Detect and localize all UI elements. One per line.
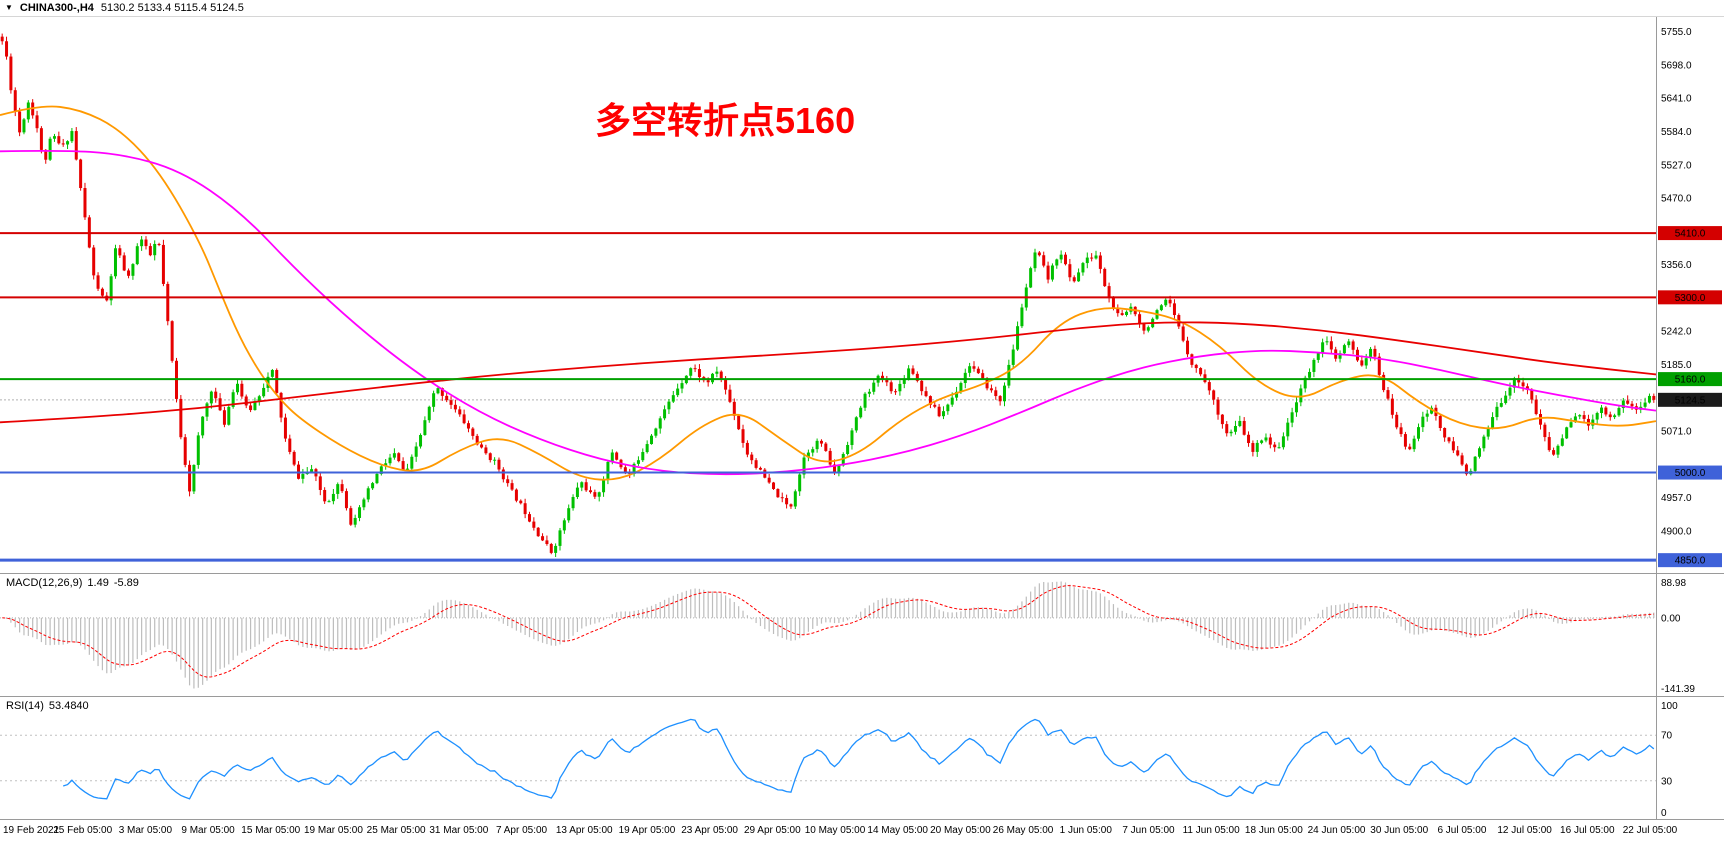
rsi-line	[62, 718, 1655, 800]
svg-text:5527.0: 5527.0	[1661, 160, 1692, 171]
chart-header: ▼ CHINA300-,H4 5130.2 5133.4 5115.4 5124…	[0, 0, 1724, 17]
time-axis-label: 25 Feb 05:00	[53, 825, 113, 836]
time-axis-label: 13 Apr 05:00	[555, 825, 613, 836]
svg-text:5124.5: 5124.5	[1675, 395, 1706, 406]
time-axis-label: 16 Jul 05:00	[1560, 825, 1615, 836]
rsi-value: 53.4840	[48, 700, 89, 712]
macd-value-signal: -5.89	[113, 577, 139, 589]
time-axis-label: 22 Jul 05:00	[1622, 825, 1678, 836]
svg-text:5356.0: 5356.0	[1661, 260, 1692, 271]
svg-text:30: 30	[1661, 776, 1673, 787]
level-badge-4850	[1658, 553, 1722, 568]
svg-text:5160.0: 5160.0	[1675, 375, 1706, 386]
level-badge-5410	[1658, 226, 1722, 241]
svg-text:100: 100	[1661, 701, 1678, 712]
level-badge-5000	[1658, 465, 1722, 480]
macd-axis-labels: 88.98 0.00 -141.39	[1661, 578, 1695, 695]
rsi-label-text: RSI(14)	[6, 700, 44, 712]
time-axis[interactable]: 19 Feb 2021 25 Feb 05:00 3 Mar 05:00 9 Mar …	[0, 819, 1724, 843]
rsi-axis-labels: 100 70 30 0	[1661, 701, 1678, 819]
symbol-timeframe: CHINA300-,H4	[19, 2, 94, 14]
time-axis-label: 29 Apr 05:00	[743, 825, 801, 836]
rsi-panel[interactable]: 100 70 30 0	[0, 697, 1724, 819]
ma-medium-line	[0, 149, 1657, 476]
svg-text:70: 70	[1661, 731, 1673, 742]
svg-text:4957.0: 4957.0	[1661, 493, 1692, 504]
svg-text:5584.0: 5584.0	[1661, 127, 1692, 138]
level-badge-5300	[1658, 290, 1722, 305]
svg-text:-141.39: -141.39	[1661, 684, 1695, 695]
time-axis-label: 25 Mar 05:00	[366, 825, 426, 836]
macd-label-text: MACD(12,26,9)	[6, 577, 83, 589]
svg-text:4900.0: 4900.0	[1661, 526, 1692, 537]
svg-text:5071.0: 5071.0	[1661, 427, 1692, 438]
svg-text:5470.0: 5470.0	[1661, 194, 1692, 205]
time-axis-label: 23 Apr 05:00	[681, 825, 738, 836]
time-axis-label: 7 Apr 05:00	[495, 825, 548, 836]
macd-value-main: 1.49	[87, 577, 109, 589]
macd-histogram	[5, 581, 1655, 689]
svg-text:5242.0: 5242.0	[1661, 327, 1692, 338]
time-axis-label: 15 Mar 05:00	[241, 825, 301, 836]
time-axis-label: 18 Jun 05:00	[1244, 825, 1303, 836]
panel-divider[interactable]	[0, 573, 1724, 574]
time-axis-label: 11 Jun 05:00	[1182, 825, 1240, 836]
svg-text:5000.0: 5000.0	[1675, 468, 1706, 479]
level-badge-5160	[1658, 372, 1722, 387]
time-axis-label: 19 Feb 2021	[3, 825, 60, 836]
ohlc-values: 5130.2 5133.4 5115.4 5124.5	[100, 2, 244, 14]
time-axis-label: 9 Mar 05:00	[181, 825, 235, 836]
rsi-indicator-label: RSI(14) 53.4840	[6, 700, 94, 712]
macd-indicator-label: MACD(12,26,9) 1.49 -5.89	[6, 577, 144, 589]
annotation-text[interactable]: 多空转折点5160	[595, 100, 856, 141]
time-axis-label: 31 Mar 05:00	[429, 825, 489, 836]
time-axis-label: 24 Jun 05:00	[1307, 825, 1366, 836]
dropdown-arrow-icon[interactable]: ▼	[5, 3, 13, 12]
svg-text:5300.0: 5300.0	[1675, 293, 1706, 304]
time-axis-label: 19 Mar 05:00	[303, 825, 363, 836]
time-axis-label: 26 May 05:00	[992, 825, 1054, 836]
svg-text:5185.0: 5185.0	[1661, 360, 1692, 371]
svg-text:5410.0: 5410.0	[1675, 229, 1706, 240]
time-axis-label: 3 Mar 05:00	[118, 825, 173, 836]
time-axis-label: 12 Jul 05:00	[1497, 825, 1552, 836]
macd-signal-line	[2, 585, 1654, 678]
ma-fast-line	[0, 105, 1657, 481]
ma-slow-line	[0, 321, 1657, 424]
svg-text:5641.0: 5641.0	[1661, 94, 1692, 105]
time-axis-label: 10 May 05:00	[804, 825, 866, 836]
time-axis-label: 7 Jun 05:00	[1122, 825, 1175, 836]
main-chart[interactable]: 5755.0 5698.0 5641.0 5584.0 5527.0 5470.0 5356…	[0, 17, 1724, 573]
time-axis-label: 30 Jun 05:00	[1370, 825, 1429, 836]
time-axis-label: 6 Jul 05:00	[1437, 825, 1487, 836]
svg-text:88.98: 88.98	[1661, 578, 1686, 589]
svg-text:5698.0: 5698.0	[1661, 60, 1692, 71]
panel-divider[interactable]	[0, 696, 1724, 697]
time-axis-label: 19 Apr 05:00	[618, 825, 676, 836]
svg-text:0.00: 0.00	[1661, 613, 1681, 624]
time-axis-label: 20 May 05:00	[930, 825, 991, 836]
price-axis-ticks: 5755.0 5698.0 5641.0 5584.0 5527.0 5470.0 5356…	[1661, 27, 1692, 537]
current-price-badge	[1658, 392, 1722, 407]
svg-text:5755.0: 5755.0	[1661, 27, 1692, 38]
time-axis-label: 14 May 05:00	[867, 825, 928, 836]
macd-panel[interactable]: 88.98 0.00 -141.39	[0, 574, 1724, 696]
time-axis-label: 1 Jun 05:00	[1059, 825, 1112, 836]
svg-text:0: 0	[1661, 808, 1667, 819]
svg-text:4850.0: 4850.0	[1675, 556, 1706, 567]
